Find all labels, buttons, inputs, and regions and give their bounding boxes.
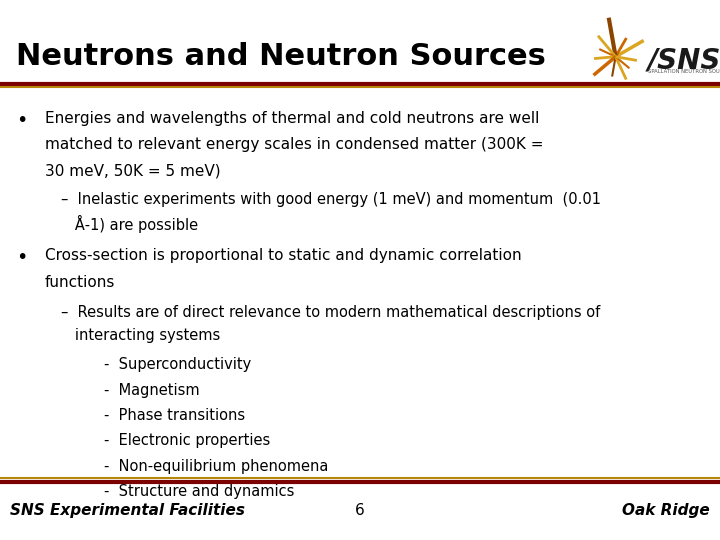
- Text: •: •: [16, 248, 27, 267]
- Text: Å-1) are possible: Å-1) are possible: [61, 215, 198, 233]
- Text: -  Superconductivity: - Superconductivity: [104, 357, 252, 372]
- Text: Oak Ridge: Oak Ridge: [622, 503, 710, 518]
- Text: –  Results are of direct relevance to modern mathematical descriptions of: – Results are of direct relevance to mod…: [61, 305, 600, 320]
- Text: 6: 6: [355, 503, 365, 518]
- Text: 30 meV, 50K = 5 meV): 30 meV, 50K = 5 meV): [45, 163, 220, 178]
- Text: matched to relevant energy scales in condensed matter (300K =: matched to relevant energy scales in con…: [45, 137, 543, 152]
- Text: -  Non-equilibrium phenomena: - Non-equilibrium phenomena: [104, 459, 329, 474]
- Text: -  Electronic properties: - Electronic properties: [104, 434, 271, 448]
- Text: SNS Experimental Facilities: SNS Experimental Facilities: [10, 503, 245, 518]
- Text: interacting systems: interacting systems: [61, 328, 220, 343]
- Text: Energies and wavelengths of thermal and cold neutrons are well: Energies and wavelengths of thermal and …: [45, 111, 539, 126]
- Text: Neutrons and Neutron Sources: Neutrons and Neutron Sources: [16, 42, 546, 71]
- Text: –  Inelastic experiments with good energy (1 meV) and momentum  (0.01: – Inelastic experiments with good energy…: [61, 192, 601, 207]
- Text: -  Magnetism: - Magnetism: [104, 383, 200, 397]
- Text: /SNS: /SNS: [648, 46, 720, 75]
- Text: functions: functions: [45, 274, 115, 289]
- Text: •: •: [16, 111, 27, 130]
- Text: Cross-section is proportional to static and dynamic correlation: Cross-section is proportional to static …: [45, 248, 521, 264]
- Text: SPALLATION NEUTRON SOURCE: SPALLATION NEUTRON SOURCE: [648, 69, 720, 74]
- Text: -  Structure and dynamics: - Structure and dynamics: [104, 484, 294, 499]
- Text: -  Phase transitions: - Phase transitions: [104, 408, 246, 423]
